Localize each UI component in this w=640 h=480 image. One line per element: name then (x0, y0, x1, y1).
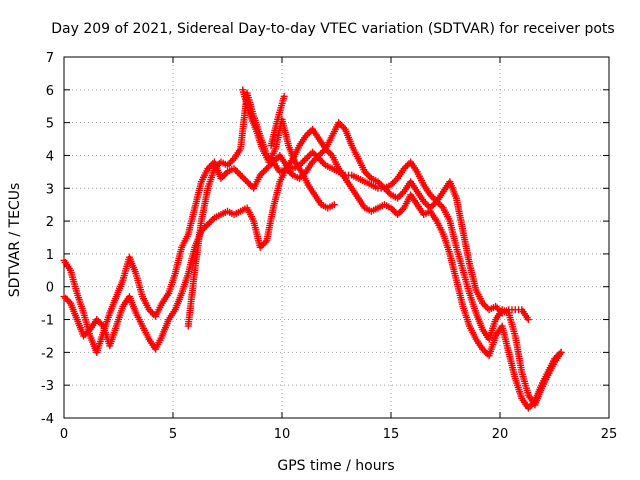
data-point-fill (305, 151, 313, 159)
series-track-e (267, 92, 288, 150)
data-point-fill (259, 240, 267, 248)
data-point-fill (299, 158, 307, 166)
data-point-fill (423, 201, 431, 209)
x-tick-label: 5 (169, 427, 177, 442)
data-point-fill (62, 294, 70, 302)
x-tick-label: 25 (601, 427, 618, 442)
data-point (243, 178, 251, 186)
y-tick-label: -4 (41, 412, 54, 427)
chart-title: Day 209 of 2021, Sidereal Day-to-day VTE… (51, 21, 614, 37)
y-tick-label: 3 (46, 182, 54, 197)
data-point-fill (395, 192, 403, 200)
data-point (60, 293, 68, 301)
data-point-fill (235, 170, 243, 178)
data-point-fill (232, 166, 240, 174)
data-point-fill (240, 174, 248, 182)
data-point-fill (390, 207, 398, 215)
data-point (315, 151, 323, 159)
series-track-c (184, 89, 532, 330)
x-tick-label: 20 (492, 427, 509, 442)
y-tick-label: -3 (41, 379, 54, 394)
data-point-fill (395, 209, 403, 217)
data-point-fill (313, 153, 321, 161)
data-marks (60, 86, 565, 412)
y-tick-label: 5 (46, 117, 54, 132)
y-tick-label: -1 (41, 314, 54, 329)
axis-ticks (63, 56, 610, 419)
data-point-fill (364, 171, 372, 179)
data-point-fill (206, 219, 214, 227)
data-point (557, 348, 565, 356)
data-point-fill (241, 176, 249, 184)
data-point-fill (225, 160, 233, 168)
data-point-fill (261, 166, 269, 174)
data-point (330, 201, 338, 209)
data-point-fill (317, 150, 325, 158)
data-point-fill (482, 348, 490, 356)
data-point-fill (317, 156, 325, 164)
data-point-fill (430, 201, 438, 209)
y-tick-label: 7 (46, 51, 54, 66)
data-point (204, 220, 212, 228)
data-point-fill (245, 179, 253, 187)
data-point-fill (310, 150, 318, 158)
data-point-fill (148, 309, 156, 317)
data-point-fill (338, 122, 346, 130)
data-point-fill (96, 319, 104, 327)
x-tick-label: 15 (383, 427, 400, 442)
x-tick-label: 0 (60, 427, 68, 442)
data-point-fill (379, 183, 387, 191)
series-track-d (239, 86, 338, 212)
data-point-fill (238, 173, 246, 181)
x-tick-labels: 0 5 10 15 20 25 (60, 427, 617, 442)
plot-frame (63, 56, 610, 419)
y-tick-label: 2 (46, 215, 54, 230)
data-point-fill (300, 156, 308, 164)
y-tick-label: 1 (46, 248, 54, 263)
data-point-fill (304, 153, 312, 161)
y-tick-label: -2 (41, 346, 54, 361)
grid (64, 57, 609, 418)
series-track-b (60, 145, 565, 412)
data-point (263, 165, 271, 173)
data-point (280, 92, 288, 100)
data-point-fill (259, 168, 267, 176)
data-point-fill (428, 202, 436, 210)
x-tick-label: 10 (274, 427, 291, 442)
data-point-fill (207, 217, 215, 225)
data-point (394, 211, 402, 219)
x-axis-label: GPS time / hours (277, 458, 394, 474)
y-tick-labels: -4 -3 -2 -1 0 1 2 3 4 5 6 7 (41, 51, 54, 427)
data-point (237, 171, 245, 179)
data-point (309, 148, 317, 156)
y-tick-label: 6 (46, 84, 54, 99)
data-point-fill (318, 158, 326, 166)
data-point-fill (312, 155, 320, 163)
y-tick-label: 0 (46, 281, 54, 296)
data-point-fill (246, 181, 254, 189)
y-axis-label: SDTVAR / TECUs (7, 183, 23, 298)
data-point-fill (397, 207, 405, 215)
data-point (524, 316, 532, 324)
data-point (302, 155, 310, 163)
data-point-fill (390, 178, 398, 186)
data-point-fill (384, 188, 392, 196)
y-tick-label: 4 (46, 149, 54, 164)
data-point-fill (63, 296, 71, 304)
